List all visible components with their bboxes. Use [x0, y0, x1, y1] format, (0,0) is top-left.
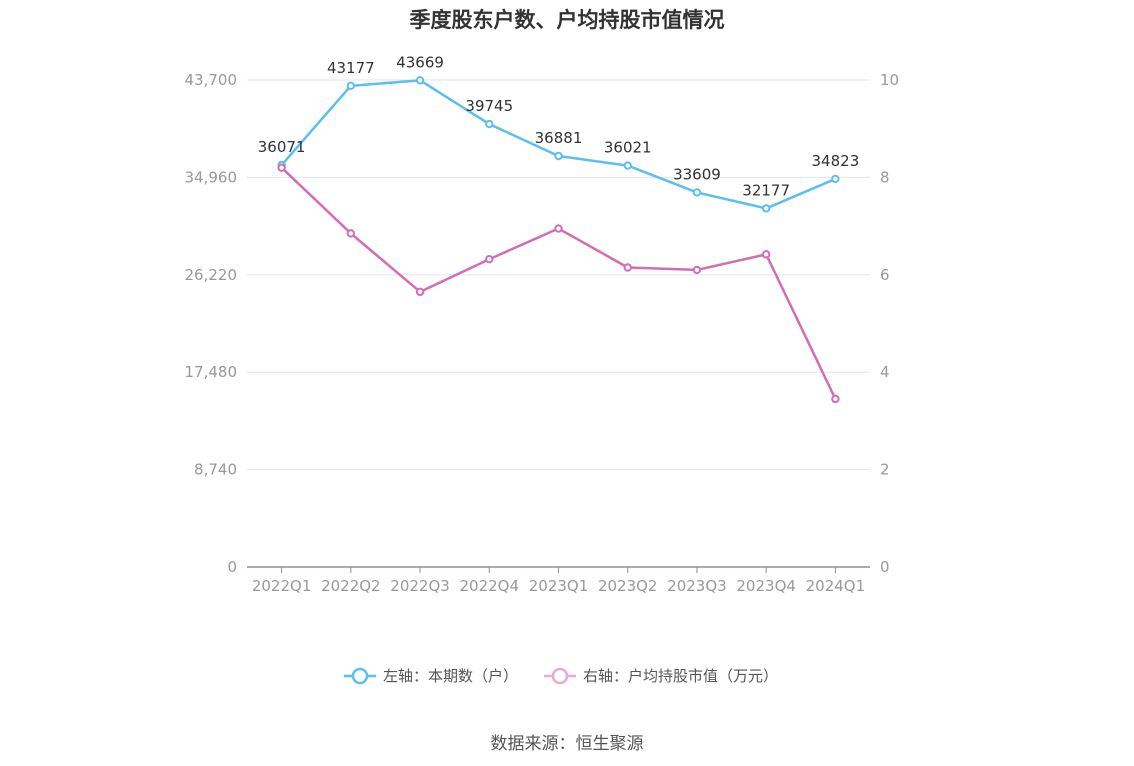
data-label: 36021: [604, 139, 652, 157]
right-series-point: [554, 224, 563, 233]
right-series-point: [346, 229, 356, 238]
right-series-line: [280, 166, 837, 400]
data-source: 数据来源：恒生聚源: [490, 734, 644, 754]
right-axis-tick-label: 10: [880, 71, 899, 89]
left-series-point: [554, 151, 563, 161]
right-axis-tick-label: 6: [880, 266, 890, 284]
left-series-point: [692, 188, 702, 197]
right-axis-tick-label: 4: [880, 363, 890, 381]
right-axis-tick-label: 8: [880, 168, 890, 186]
right-series-point: [485, 255, 494, 264]
data-label: 34823: [812, 152, 860, 170]
data-label: 43669: [396, 53, 444, 71]
left-axis-tick-label: 0: [227, 558, 237, 576]
left-series-point: [346, 81, 356, 91]
x-axis-tick-label: 2022Q3: [390, 577, 450, 595]
x-axis-tick-label: 2022Q1: [252, 577, 312, 595]
data-label: 36881: [535, 129, 583, 147]
chart-title: 季度股东户数、户均持股市值情况: [409, 8, 725, 32]
left-axis-tick-label: 8,740: [194, 461, 237, 479]
right-series-point: [623, 263, 632, 272]
right-series-point: [831, 394, 840, 404]
left-axis-tick-label: 17,480: [185, 363, 238, 381]
legend-label-left: 左轴：本期数（户）: [383, 667, 518, 685]
x-axis-tick-label: 2022Q4: [460, 577, 520, 595]
x-axis-tick-label: 2023Q2: [598, 577, 658, 595]
x-axis-tick-label: 2024Q1: [806, 577, 866, 595]
data-label: 33609: [673, 165, 721, 183]
left-series-point: [623, 161, 632, 170]
left-axis-tick-label: 34,960: [185, 168, 238, 186]
right-axis-tick-label: 2: [880, 461, 890, 479]
left-axis-tick-label: 43,700: [185, 71, 238, 89]
data-label: 39745: [465, 97, 513, 115]
x-axis-tick-label: 2023Q1: [529, 577, 589, 595]
right-axis-tick-label: 0: [880, 558, 890, 576]
left-axis-tick-label: 26,220: [185, 266, 238, 284]
right-series-point: [761, 250, 771, 259]
left-series-point: [761, 204, 771, 213]
legend-label-right: 右轴：户均持股市值（万元）: [583, 667, 778, 685]
x-axis-tick-label: 2023Q3: [667, 577, 727, 595]
left-series-point: [831, 174, 840, 184]
right-series-point: [692, 265, 702, 275]
data-label: 43177: [327, 59, 375, 77]
right-series-point: [415, 287, 425, 297]
legend-marker-right: [551, 667, 569, 685]
data-label: 36071: [258, 138, 306, 156]
data-label: 32177: [742, 181, 790, 199]
left-series-point: [415, 76, 425, 85]
x-axis-tick-label: 2022Q2: [321, 577, 381, 595]
right-series-point: [277, 163, 286, 172]
left-series-point: [485, 119, 494, 129]
legend-marker-left: [351, 667, 369, 685]
x-axis-tick-label: 2023Q4: [736, 577, 796, 595]
